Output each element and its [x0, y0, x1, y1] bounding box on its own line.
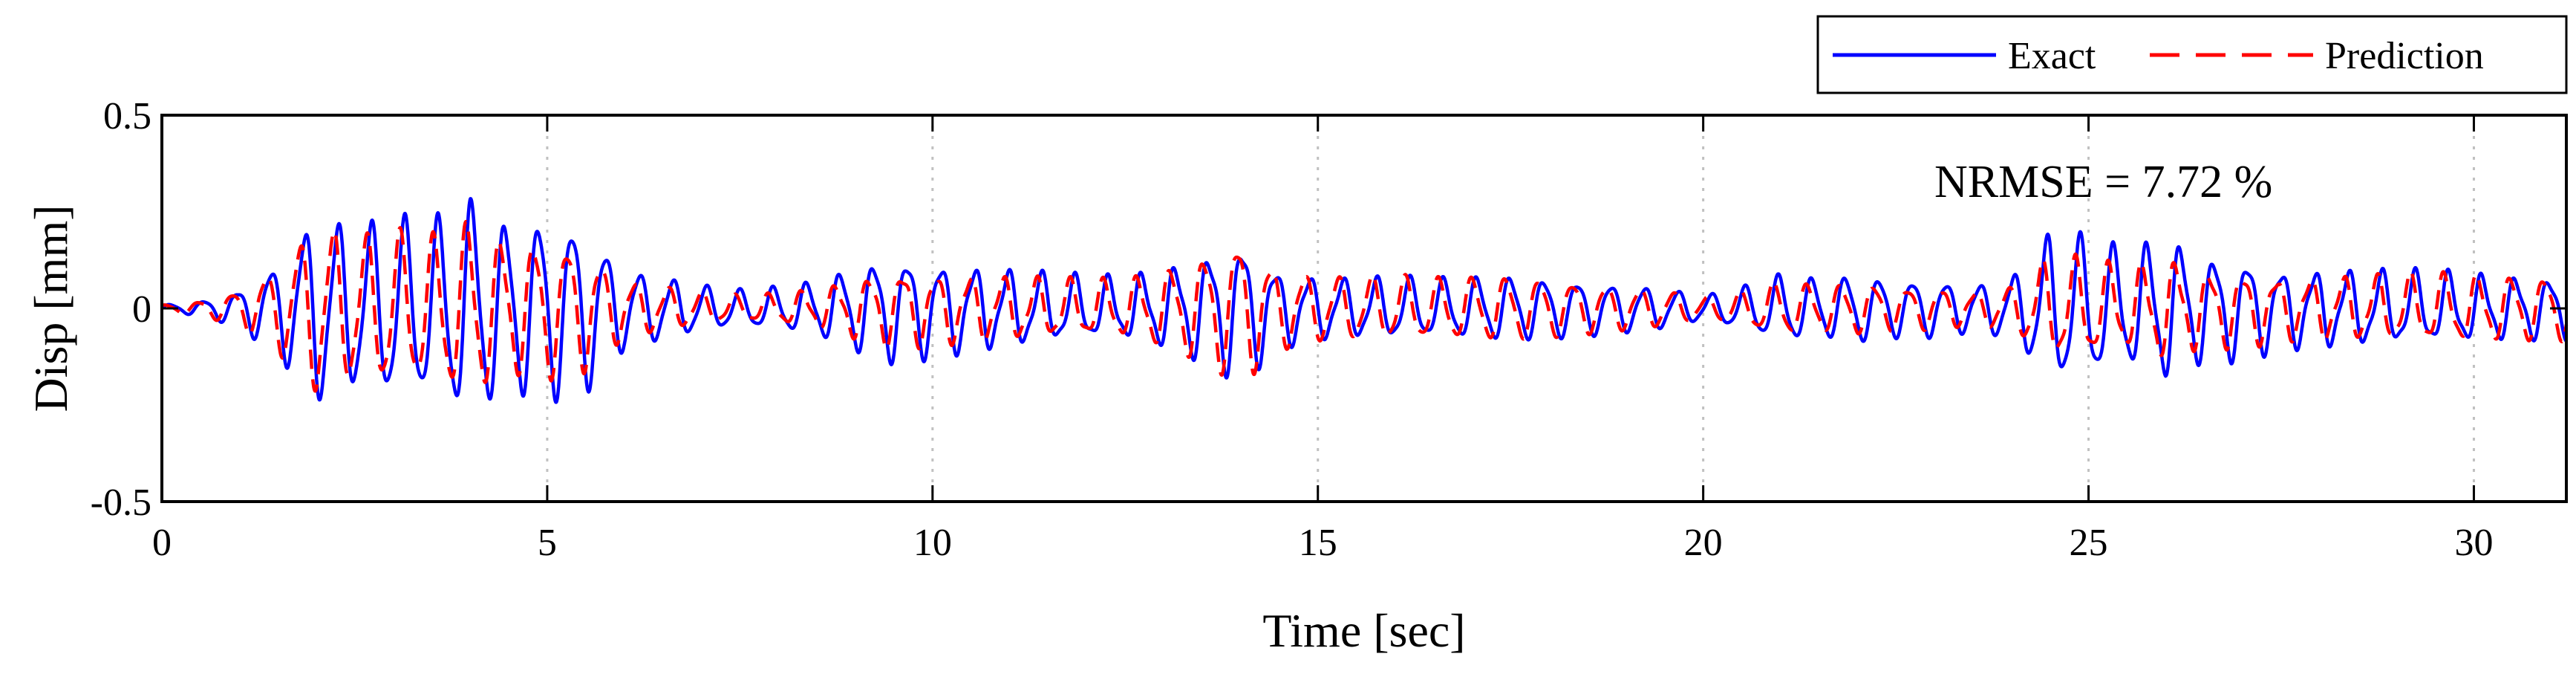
series-exact	[160, 197, 2568, 404]
series-prediction	[160, 219, 2569, 393]
legend: Exact Prediction	[1816, 15, 2568, 94]
nrmse-annotation: NRMSE = 7.72 %	[1934, 157, 2272, 207]
x-tick-labels: 0 5 10 15 20 25 30	[152, 522, 2493, 564]
legend-label-exact: Exact	[2008, 35, 2096, 77]
y-axis-label: Disp [mm]	[25, 204, 77, 412]
axis-ticks	[160, 114, 2566, 503]
series-line-prediction	[160, 219, 2569, 393]
y-tick-label-2: 0.5	[103, 95, 151, 137]
x-tick-label-3: 15	[1299, 522, 1337, 564]
x-tick-label-2: 10	[913, 522, 952, 564]
y-tick-label-0: -0.5	[91, 482, 151, 524]
x-tick-label-1: 5	[538, 522, 557, 564]
x-axis-label: Time [sec]	[1262, 604, 1465, 657]
series-line-exact	[160, 197, 2568, 404]
legend-label-prediction: Prediction	[2325, 35, 2484, 77]
x-tick-label-6: 30	[2454, 522, 2493, 564]
x-tick-label-5: 25	[2070, 522, 2108, 564]
x-tick-label-0: 0	[152, 522, 172, 564]
x-tick-label-4: 20	[1684, 522, 1723, 564]
y-tick-labels: -0.5 0 0.5	[91, 95, 151, 524]
y-tick-label-1: 0	[132, 288, 151, 331]
x-grid-lines	[546, 115, 2475, 502]
